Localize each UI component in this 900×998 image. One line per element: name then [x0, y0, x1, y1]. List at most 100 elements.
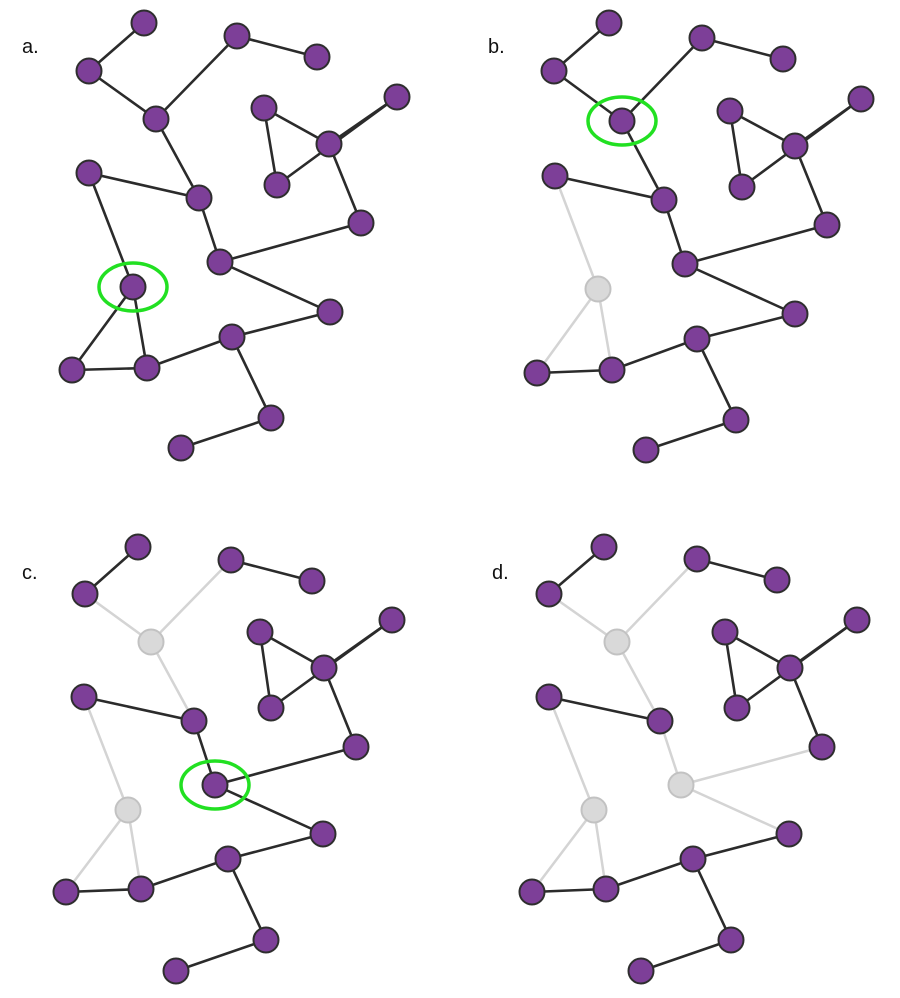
- graph-edge: [179, 416, 273, 450]
- graph-node: [541, 162, 569, 190]
- graph-node: [218, 323, 246, 351]
- graph-edge: [691, 857, 733, 942]
- graph-edge: [70, 285, 135, 372]
- panel-label-a: a.: [22, 36, 39, 58]
- graph-node: [315, 130, 343, 158]
- graph-edge: [218, 221, 363, 264]
- graph-panel-d: [518, 533, 871, 985]
- graph-node: [52, 878, 80, 906]
- graph-edge: [327, 142, 363, 225]
- graph-edge: [230, 310, 332, 339]
- removed-node: [603, 628, 631, 656]
- graph-node: [298, 567, 326, 595]
- graph-edge: [87, 69, 158, 121]
- graph-node: [590, 533, 618, 561]
- panel-label-c: c.: [22, 562, 38, 584]
- graph-edge: [213, 745, 358, 787]
- graph-node: [592, 875, 620, 903]
- graph-edge: [174, 938, 268, 973]
- graph-node: [595, 9, 623, 37]
- graph-node: [679, 845, 707, 873]
- removed-edge: [547, 695, 596, 812]
- graph-node: [646, 707, 674, 735]
- graph-edge: [87, 171, 135, 289]
- highlight-ring: [179, 759, 251, 811]
- graph-node: [263, 171, 291, 199]
- graph-edge: [691, 832, 791, 861]
- graph-node: [162, 957, 190, 985]
- removed-edge: [679, 783, 791, 836]
- graph-edge: [213, 783, 325, 836]
- graph-node: [342, 733, 370, 761]
- graph-panel-a: [58, 9, 411, 462]
- removed-edge: [64, 808, 130, 894]
- graph-node: [722, 406, 750, 434]
- graph-edge: [552, 69, 624, 123]
- graph-node: [843, 606, 871, 634]
- graph-node: [58, 356, 86, 384]
- graph-node: [180, 707, 208, 735]
- graph-panel-b: [523, 9, 875, 464]
- graph-node: [776, 654, 804, 682]
- graph-node: [246, 618, 274, 646]
- graph-edge: [82, 695, 196, 723]
- graph-edge: [553, 174, 666, 202]
- graph-edge: [683, 262, 797, 316]
- graph-edge: [695, 337, 738, 422]
- removed-edge: [149, 558, 233, 644]
- graph-edge: [644, 418, 738, 452]
- graph-node: [167, 434, 195, 462]
- panel-label-b: b.: [488, 36, 505, 58]
- graph-edge: [695, 312, 797, 341]
- graph-node: [763, 566, 791, 594]
- graph-edge: [547, 695, 662, 723]
- graph-node: [206, 248, 234, 276]
- graph-node: [70, 683, 98, 711]
- graph-node: [303, 43, 331, 71]
- removed-node: [114, 796, 142, 824]
- graph-edge: [145, 335, 234, 370]
- graph-edge: [154, 117, 201, 200]
- removed-edge: [530, 808, 596, 894]
- removed-edge: [679, 745, 824, 787]
- graph-node: [711, 618, 739, 646]
- graph-edge: [639, 938, 733, 973]
- graph-edge: [322, 618, 394, 670]
- graph-edge: [322, 666, 358, 749]
- graph-node: [650, 186, 678, 214]
- graph-edge: [131, 285, 149, 370]
- graph-edge: [793, 97, 863, 148]
- graph-node: [717, 926, 745, 954]
- removed-node: [137, 628, 165, 656]
- graph-node: [257, 404, 285, 432]
- graph-node: [632, 436, 660, 464]
- removed-node: [667, 771, 695, 799]
- graph-node: [608, 107, 636, 135]
- graph-node: [217, 546, 245, 574]
- graph-node: [127, 875, 155, 903]
- removed-edge: [615, 557, 699, 644]
- graph-node: [728, 173, 756, 201]
- graph-node: [124, 533, 152, 561]
- graph-edge: [327, 95, 399, 146]
- graph-edge: [695, 557, 779, 582]
- graph-edge: [788, 666, 824, 749]
- graph-node: [214, 845, 242, 873]
- graph-node: [119, 273, 147, 301]
- graph-node: [535, 683, 563, 711]
- graph-node: [223, 22, 251, 50]
- graph-node: [310, 654, 338, 682]
- graph-node: [627, 957, 655, 985]
- removed-edge: [149, 640, 196, 723]
- graph-edge: [230, 335, 273, 420]
- graph-node: [598, 356, 626, 384]
- graph-node: [540, 57, 568, 85]
- graph-edge: [229, 558, 314, 583]
- graph-node: [688, 24, 716, 52]
- graph-node: [133, 354, 161, 382]
- graph-node: [683, 545, 711, 573]
- removed-edge: [82, 695, 130, 812]
- graph-node: [309, 820, 337, 848]
- graph-node: [518, 878, 546, 906]
